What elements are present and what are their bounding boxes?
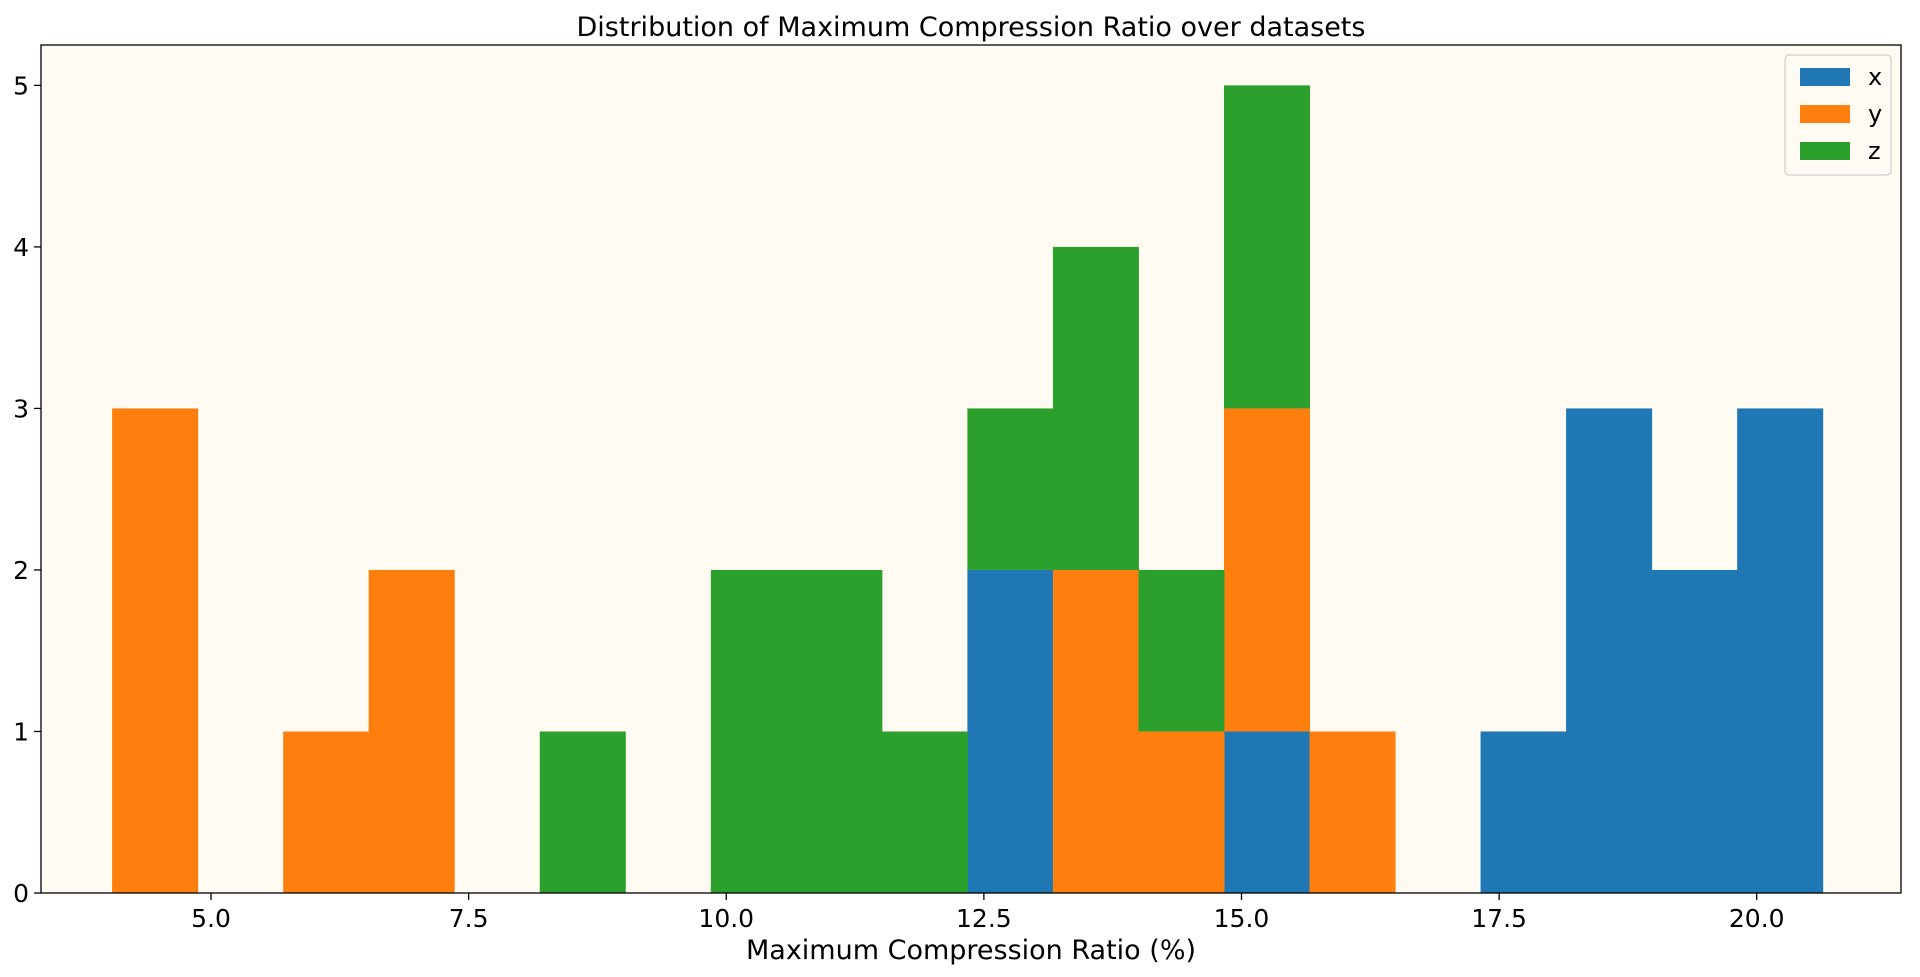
legend-swatch-x bbox=[1800, 68, 1850, 86]
bar-z-bin-10 bbox=[967, 408, 1054, 570]
bar-x-bin-10 bbox=[967, 569, 1054, 893]
bar-x-bin-18 bbox=[1651, 569, 1738, 893]
legend-swatch-z bbox=[1800, 142, 1850, 160]
legend-swatch-y bbox=[1800, 105, 1850, 123]
x-tick-label: 7.5 bbox=[449, 904, 489, 933]
bar-y-bin-3 bbox=[368, 569, 455, 893]
bars bbox=[112, 85, 1824, 893]
bar-z-bin-8 bbox=[796, 569, 883, 893]
x-tick-label: 20.0 bbox=[1729, 904, 1785, 933]
y-tick-label: 5 bbox=[13, 71, 29, 100]
bar-z-bin-13 bbox=[1223, 85, 1311, 409]
y-tick-label: 1 bbox=[13, 717, 29, 746]
x-axis-ticks: 5.0 7.5 10.0 12.5 15.0 17.5 20.0 bbox=[191, 893, 1785, 933]
bar-y-bin-11 bbox=[1052, 569, 1139, 893]
bar-x-bin-16 bbox=[1480, 731, 1567, 893]
legend-label-y: y bbox=[1868, 100, 1882, 128]
bar-z-bin-5 bbox=[539, 731, 626, 893]
y-axis-ticks: 0 1 2 3 4 5 bbox=[13, 71, 41, 908]
bar-x-bin-17 bbox=[1566, 408, 1653, 893]
bar-z-bin-11 bbox=[1052, 246, 1139, 570]
legend-label-x: x bbox=[1868, 63, 1882, 91]
bar-z-bin-12 bbox=[1138, 569, 1225, 732]
bar-x-bin-13 bbox=[1223, 731, 1311, 893]
y-tick-label: 0 bbox=[13, 879, 29, 908]
x-tick-label: 5.0 bbox=[191, 904, 231, 933]
x-tick-label: 12.5 bbox=[956, 904, 1012, 933]
bar-z-bin-9 bbox=[881, 731, 968, 893]
y-tick-label: 4 bbox=[13, 233, 29, 262]
bar-x-bin-19 bbox=[1737, 408, 1824, 893]
bar-y-bin-12 bbox=[1138, 731, 1225, 893]
bar-y-bin-0 bbox=[112, 408, 199, 893]
plot-frame bbox=[40, 44, 1902, 894]
legend-label-z: z bbox=[1868, 137, 1881, 165]
x-tick-label: 17.5 bbox=[1471, 904, 1527, 933]
chart-title: Distribution of Maximum Compression Rati… bbox=[577, 12, 1366, 43]
y-tick-label: 3 bbox=[13, 394, 29, 423]
legend: xyz bbox=[1784, 54, 1892, 176]
bar-y-bin-14 bbox=[1309, 731, 1396, 893]
x-tick-label: 10.0 bbox=[698, 904, 754, 933]
bar-y-bin-2 bbox=[283, 731, 370, 893]
bar-y-bin-13 bbox=[1223, 408, 1311, 732]
y-tick-label: 2 bbox=[13, 556, 29, 585]
bar-z-bin-7 bbox=[710, 569, 797, 893]
x-tick-label: 15.0 bbox=[1214, 904, 1270, 933]
x-axis-label: Maximum Compression Ratio (%) bbox=[746, 935, 1196, 966]
